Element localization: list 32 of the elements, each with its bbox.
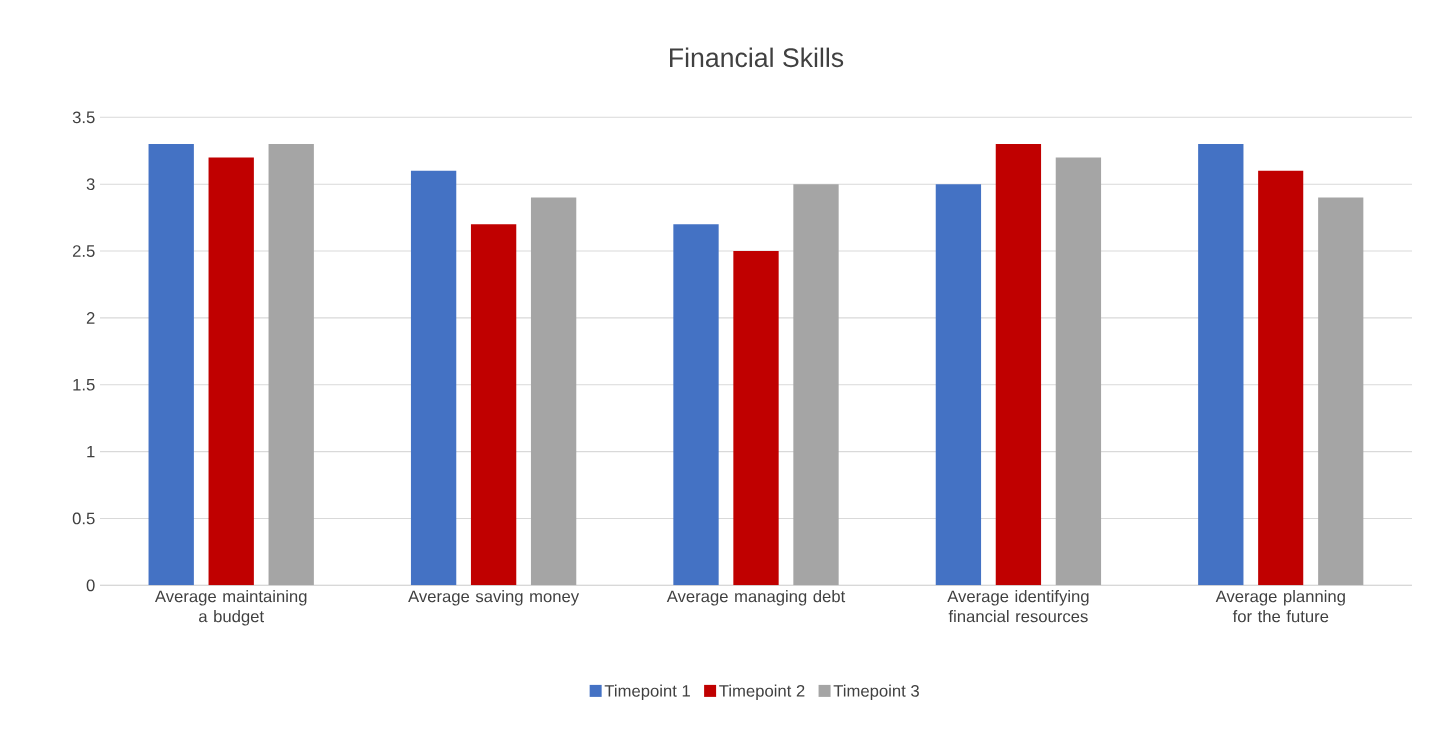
y-tick-label: 0 xyxy=(86,579,95,592)
legend-label: Timepoint 3 xyxy=(833,684,919,701)
bar xyxy=(1055,157,1102,586)
bar xyxy=(530,197,577,586)
bar xyxy=(673,224,719,586)
bar xyxy=(208,157,254,586)
y-tick-label: 3.5 xyxy=(72,111,95,124)
legend-label: Timepoint 2 xyxy=(719,684,805,701)
y-tick-label: 1.5 xyxy=(73,379,95,391)
y-tick-label: 3 xyxy=(86,178,95,191)
y-tick-label: 2.5 xyxy=(72,245,95,258)
bar xyxy=(1318,197,1364,586)
chart-title: Financial Skills xyxy=(670,47,844,68)
y-tick-label: 1 xyxy=(87,446,95,458)
y-tick-label: 2 xyxy=(86,312,95,324)
x-tick-label: Average identifying financial resources xyxy=(947,590,1089,623)
bar xyxy=(1198,144,1244,586)
bar xyxy=(470,224,517,586)
bar xyxy=(733,251,779,586)
legend-label: Timepoint 1 xyxy=(604,684,690,701)
bar xyxy=(995,144,1042,586)
x-tick-label: Average saving money xyxy=(408,590,580,606)
bar xyxy=(410,170,457,586)
y-tick-label: 0.5 xyxy=(72,512,95,525)
bar xyxy=(148,144,194,586)
x-tick-label: Average managing debt xyxy=(666,590,846,606)
bar xyxy=(1258,170,1304,586)
x-tick-label: Average maintaining a budget xyxy=(154,590,307,626)
bar xyxy=(268,144,314,586)
bar xyxy=(793,184,839,586)
x-tick-label: Average planning for the future xyxy=(1215,590,1345,623)
bar xyxy=(935,184,982,586)
